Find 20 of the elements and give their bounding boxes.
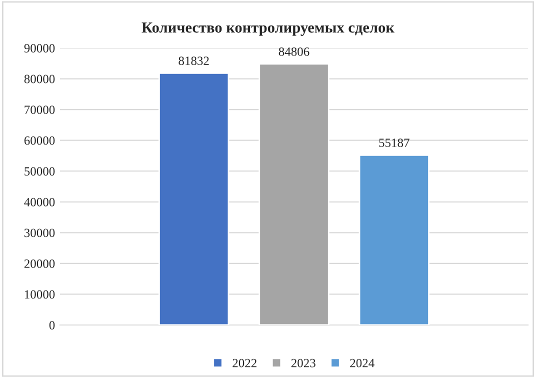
y-tick-label: 20000 — [24, 259, 55, 268]
y-tick-label: 70000 — [24, 106, 55, 114]
y-tick-label: 50000 — [24, 167, 55, 176]
y-tick-label: 0 — [49, 321, 55, 330]
y-tick-label: 80000 — [24, 74, 55, 84]
y-tick-label: 10000 — [24, 290, 55, 299]
bar — [358, 154, 430, 325]
data-label: 81832 — [178, 56, 209, 66]
data-label: 84806 — [278, 47, 310, 56]
legend-label: 2023 — [291, 358, 316, 368]
bar — [158, 72, 230, 325]
bar — [258, 63, 330, 325]
legend-label: 2024 — [350, 358, 374, 368]
y-tick-label: 40000 — [24, 198, 55, 206]
y-tick-label: 90000 — [24, 44, 55, 52]
chart-title: Количество контролируемых сделок — [142, 22, 394, 36]
legend-label: 2022 — [232, 358, 256, 368]
y-tick-label: 30000 — [24, 228, 55, 238]
y-tick-label: 60000 — [24, 136, 55, 145]
data-label: 55187 — [379, 138, 410, 148]
